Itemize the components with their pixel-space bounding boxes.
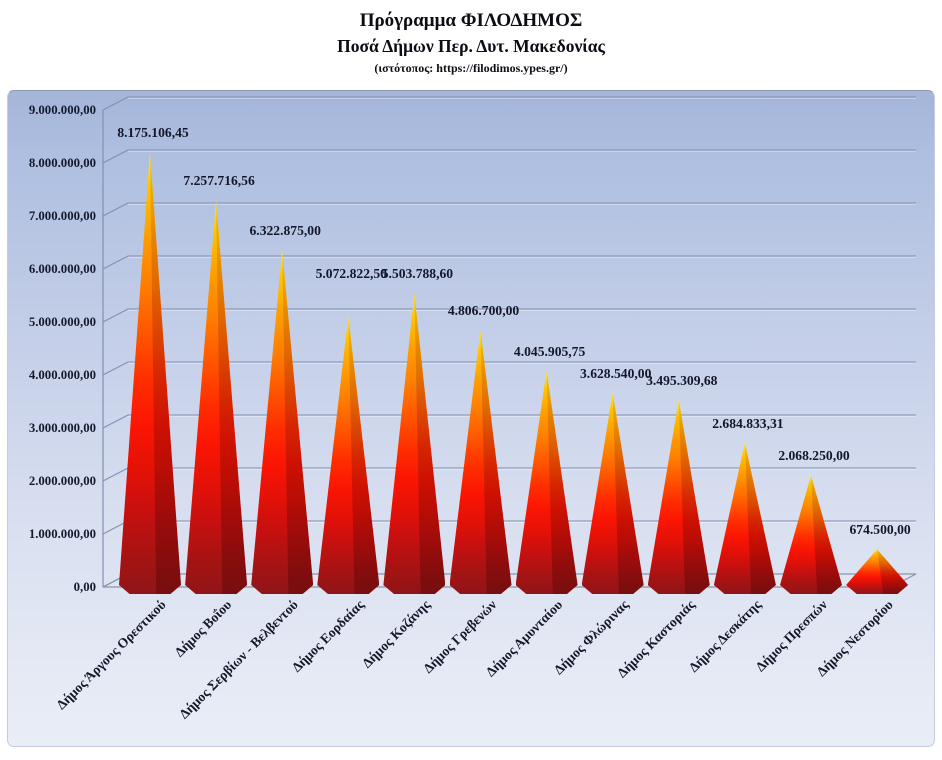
chart-header: Πρόγραμμα ΦΙΛΟΔΗΜΟΣ Ποσά Δήμων Περ. Δυτ.…	[0, 7, 942, 77]
chart-title: Πρόγραμμα ΦΙΛΟΔΗΜΟΣ	[359, 10, 583, 31]
chart-panel	[7, 90, 935, 747]
chart-source-note: (ιστότοπος: https://filodimos.ypes.gr/)	[374, 61, 568, 75]
chart-subtitle: Ποσά Δήμων Περ. Δυτ. Μακεδονίας	[337, 36, 605, 56]
